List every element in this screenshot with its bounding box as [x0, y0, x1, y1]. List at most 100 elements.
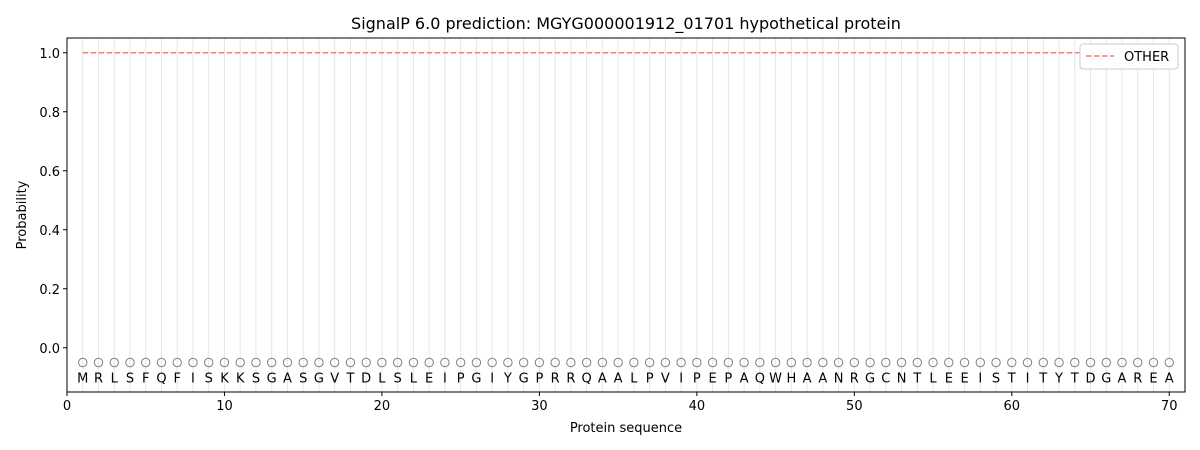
- y-axis-label: Probability: [15, 180, 30, 249]
- region-marker-O: [849, 357, 860, 368]
- residue-letter: I: [1026, 371, 1030, 386]
- residue-letter: Q: [755, 371, 765, 386]
- region-marker-O: [739, 357, 749, 368]
- y-tick-label: 0.8: [39, 106, 60, 121]
- region-marker-O: [219, 357, 230, 368]
- residue-letter: A: [818, 371, 827, 386]
- region-marker-O: [550, 357, 560, 368]
- x-tick-label: 10: [216, 399, 233, 414]
- residue-letter: Y: [503, 371, 512, 386]
- region-marker-O: [613, 357, 623, 368]
- region-marker-O: [267, 357, 277, 368]
- residue-letter: K: [220, 371, 229, 386]
- region-marker-O: [786, 357, 797, 368]
- region-marker-O: [755, 357, 765, 368]
- residue-letter: S: [394, 371, 402, 386]
- residue-letter: D: [1086, 371, 1096, 386]
- region-marker-O: [1022, 357, 1033, 368]
- x-tick-label: 70: [1161, 399, 1178, 414]
- residue-letter: Y: [1054, 371, 1063, 386]
- residue-letter: E: [708, 371, 716, 386]
- region-marker-O: [660, 357, 671, 368]
- region-marker-O: [455, 357, 466, 368]
- region-marker-O: [172, 357, 182, 368]
- residue-letter: T: [1038, 371, 1047, 386]
- residue-letter: M: [77, 371, 88, 386]
- x-tick-label: 30: [531, 399, 548, 414]
- residue-letter: F: [142, 371, 149, 386]
- region-marker-O: [944, 357, 954, 368]
- residue-letter: E: [945, 371, 953, 386]
- residue-letter: V: [661, 371, 670, 386]
- residue-letter: K: [236, 371, 245, 386]
- residue-letter: L: [410, 371, 418, 386]
- region-marker-O: [141, 357, 151, 368]
- residue-letter: A: [1165, 371, 1174, 386]
- region-marker-O: [518, 357, 529, 368]
- region-marker-O: [93, 357, 104, 368]
- residue-letter: T: [345, 371, 354, 386]
- region-marker-O: [692, 357, 702, 368]
- region-marker-O: [125, 357, 135, 368]
- residue-letter: A: [598, 371, 607, 386]
- region-marker-O: [156, 357, 167, 368]
- region-marker-O: [723, 357, 734, 368]
- residue-letter: A: [283, 371, 292, 386]
- region-marker-O: [1117, 357, 1127, 368]
- region-marker-O: [912, 357, 923, 368]
- region-marker-O: [975, 357, 985, 368]
- residue-letter: I: [490, 371, 494, 386]
- residue-letter: L: [929, 371, 937, 386]
- residue-letter: P: [646, 371, 654, 386]
- residue-letter: S: [126, 371, 134, 386]
- residue-letter: D: [361, 371, 371, 386]
- residue-letter: C: [881, 371, 890, 386]
- residue-letter: A: [740, 371, 749, 386]
- residue-letter: A: [1118, 371, 1127, 386]
- region-marker-O: [881, 357, 891, 368]
- region-marker-O: [928, 357, 938, 368]
- region-marker-O: [235, 357, 245, 368]
- plot-frame: [66, 37, 1186, 393]
- region-marker-O: [1148, 357, 1159, 368]
- region-marker-O: [503, 357, 513, 368]
- residue-letter: Q: [582, 371, 592, 386]
- residue-letter: R: [1133, 371, 1142, 386]
- region-marker-O: [770, 357, 781, 368]
- y-tick-label: 1.0: [39, 47, 60, 62]
- residue-letter: L: [630, 371, 638, 386]
- residue-letter: R: [850, 371, 859, 386]
- chart-title: SignalP 6.0 prediction: MGYG000001912_01…: [351, 14, 901, 34]
- region-marker-O: [818, 357, 828, 368]
- region-marker-O: [1085, 357, 1096, 368]
- region-marker-O: [1038, 357, 1048, 368]
- residue-letter: S: [205, 371, 213, 386]
- region-marker-O: [707, 357, 718, 368]
- region-marker-O: [345, 357, 356, 368]
- residue-letter: W: [769, 371, 782, 386]
- region-marker-O: [566, 357, 576, 368]
- residue-letter: I: [679, 371, 683, 386]
- region-marker-O: [361, 357, 371, 368]
- residue-letter: G: [519, 371, 529, 386]
- x-tick-label: 60: [1004, 399, 1021, 414]
- residue-letter: G: [471, 371, 481, 386]
- region-marker-O: [440, 357, 450, 368]
- region-marker-O: [833, 357, 844, 368]
- residue-letter: L: [111, 371, 119, 386]
- residue-letter: V: [330, 371, 339, 386]
- region-marker-O: [896, 357, 907, 368]
- region-marker-O: [1164, 357, 1174, 368]
- residue-letter: T: [912, 371, 921, 386]
- residue-letter: S: [252, 371, 260, 386]
- region-marker-O: [581, 357, 592, 368]
- region-marker-O: [1007, 357, 1017, 368]
- region-marker-O: [1133, 357, 1143, 368]
- x-tick-label: 0: [63, 399, 71, 414]
- x-tick-label: 50: [846, 399, 863, 414]
- region-marker-O: [251, 357, 261, 368]
- region-marker-O: [408, 357, 419, 368]
- y-tick-label: 0.4: [39, 224, 60, 239]
- residue-letter: H: [786, 371, 796, 386]
- residue-letter: G: [314, 371, 324, 386]
